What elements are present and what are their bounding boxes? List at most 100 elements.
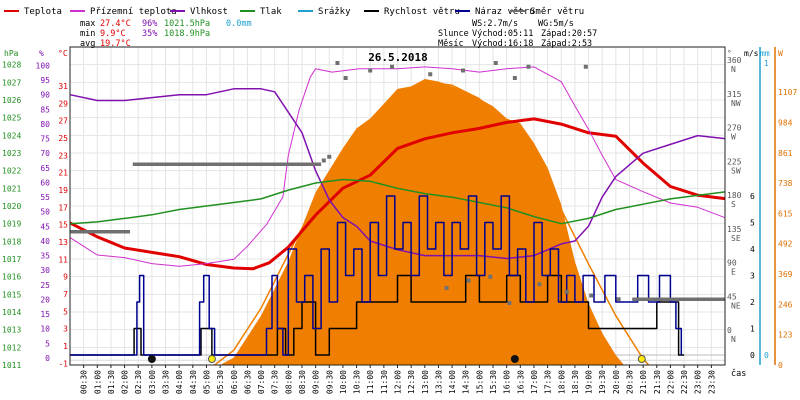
x-tick-label: 17:30	[544, 370, 553, 394]
pct-axis-unit: %	[39, 49, 44, 58]
pct-tick-label: 65	[40, 164, 50, 173]
dir-compass-label: N	[731, 65, 736, 74]
temp-tick-label: 25	[58, 134, 68, 143]
x-tick-label: 09:00	[312, 370, 321, 394]
pct-tick-label: 20	[40, 295, 50, 304]
wm2-tick-label: 0	[778, 361, 783, 370]
dir-compass-label: NW	[731, 99, 741, 108]
legend-label-tlak: Tlak	[260, 7, 282, 17]
wind-direction-point	[428, 72, 433, 77]
temp-tick-label: 31	[58, 82, 68, 91]
stat-max-temp: 27.4°C	[100, 19, 131, 29]
x-tick-label: 12:30	[407, 370, 416, 394]
wind-direction-point	[327, 154, 332, 159]
temp-tick-label: 21	[58, 169, 68, 178]
x-tick-label: 21:30	[653, 370, 662, 394]
dir-compass-label: E	[731, 268, 736, 277]
dir-tick-label: 315	[727, 90, 742, 99]
wind-direction-point	[461, 68, 465, 73]
wind-direction-point	[526, 64, 531, 69]
x-tick-label: 17:00	[530, 370, 539, 394]
x-tick-label: 01:30	[107, 370, 116, 394]
temp-tick-label: 13	[58, 238, 68, 247]
temp-tick-label: 3	[63, 325, 68, 334]
x-tick-label: 18:00	[557, 370, 566, 394]
hpa-tick-label: 1015	[2, 290, 21, 299]
stat-min-press: 1018.9hPa	[164, 29, 210, 39]
legend-label-srazky: Srážky	[318, 7, 351, 17]
legend: Teplota Přízemní teplota Vlhkost Tlak Sr…	[4, 7, 584, 17]
x-tick-label: 11:30	[380, 370, 389, 394]
pct-tick-label: 85	[40, 105, 50, 114]
series-line-teplota	[69, 117, 726, 271]
pct-tick-label: 35	[40, 252, 50, 261]
pct-tick-label: 90	[40, 91, 50, 100]
ms-tick-label: 5	[750, 219, 755, 228]
temp-tick-label: 23	[58, 151, 68, 160]
x-tick-label: 05:30	[216, 370, 225, 394]
x-tick-label: 15:00	[475, 370, 484, 394]
x-tick-label: 16:00	[503, 370, 512, 394]
x-tick-label: 12:00	[394, 370, 403, 394]
wm2-tick-label: 738	[778, 179, 793, 188]
hpa-tick-label: 1021	[2, 184, 21, 193]
hpa-tick-label: 1027	[2, 78, 21, 87]
ms-tick-label: 4	[750, 245, 755, 254]
temp-tick-label: 29	[58, 99, 68, 108]
series-lines	[69, 61, 726, 356]
sunrise-icon	[207, 355, 216, 363]
wind-direction-point	[589, 293, 594, 298]
mm-tick-label: 1	[764, 59, 769, 68]
mm-axis-unit: mm	[760, 49, 770, 58]
pct-tick-label: 30	[40, 266, 50, 275]
astro-info: WS:2.7m/s WG:5m/s Slunce Východ:05:11 Zá…	[438, 19, 597, 49]
wind-direction-point	[564, 289, 569, 294]
dir-compass-label: NE	[731, 301, 741, 310]
x-tick-label: 07:30	[271, 370, 280, 394]
stat-min-hum: 35%	[142, 29, 157, 39]
x-tick-label: 04:00	[175, 370, 184, 394]
x-tick-label: 08:30	[298, 370, 307, 394]
wind-direction-point	[537, 282, 542, 287]
temp-tick-label: 9	[63, 273, 68, 282]
stat-label-min: min	[80, 29, 95, 39]
stat-label-max: max	[80, 19, 95, 29]
wind-direction-point	[335, 61, 340, 65]
hpa-tick-label: 1024	[2, 131, 21, 140]
x-tick-label: 05:00	[202, 370, 211, 394]
x-tick-label: 02:00	[121, 370, 130, 394]
x-tick-label: 13:30	[434, 370, 443, 394]
temp-tick-label: 27	[58, 117, 68, 126]
axes: 00:30 01:00 01:30 02:00 02:30 03:00 03:30 04:00…	[2, 47, 797, 394]
hpa-tick-label: 1020	[2, 202, 21, 211]
wind-direction-point	[390, 64, 395, 69]
temp-tick-label: 5	[63, 307, 68, 316]
wind-direction-point	[368, 68, 373, 73]
pct-tick-label: 40	[40, 237, 50, 246]
moonset-info: Západ:2:53	[541, 39, 592, 49]
temp-tick-label: 1	[63, 342, 68, 351]
ms-tick-label: 0	[750, 351, 755, 360]
x-tick-label: 23:00	[694, 370, 703, 394]
stat-max-hum: 96%	[142, 19, 157, 29]
legend-label-prizemni-teplota: Přízemní teplota	[90, 7, 177, 17]
x-tick-label: 22:30	[680, 370, 689, 394]
x-tick-label: 11:00	[366, 370, 375, 394]
temp-tick-label: 17	[58, 203, 68, 212]
moon-label: Měsíc	[438, 39, 464, 49]
sunset-icon	[637, 355, 646, 363]
ms-axis-unit: m/s	[744, 49, 759, 58]
hpa-tick-label: 1018	[2, 237, 21, 246]
hpa-tick-label: 1012	[2, 343, 21, 352]
dir-tick-label: 135	[727, 225, 742, 234]
pct-tick-label: 0	[45, 354, 50, 363]
new-moon-icon	[147, 355, 156, 363]
ms-tick-label: 3	[750, 272, 755, 281]
hpa-tick-label: 1019	[2, 220, 21, 229]
x-tick-label: 08:00	[284, 370, 293, 394]
x-tick-label: 14:00	[448, 370, 457, 394]
legend-label-vlhkost: Vlhkost	[190, 7, 228, 17]
hpa-tick-label: 1016	[2, 273, 21, 282]
pct-tick-label: 10	[40, 325, 50, 334]
